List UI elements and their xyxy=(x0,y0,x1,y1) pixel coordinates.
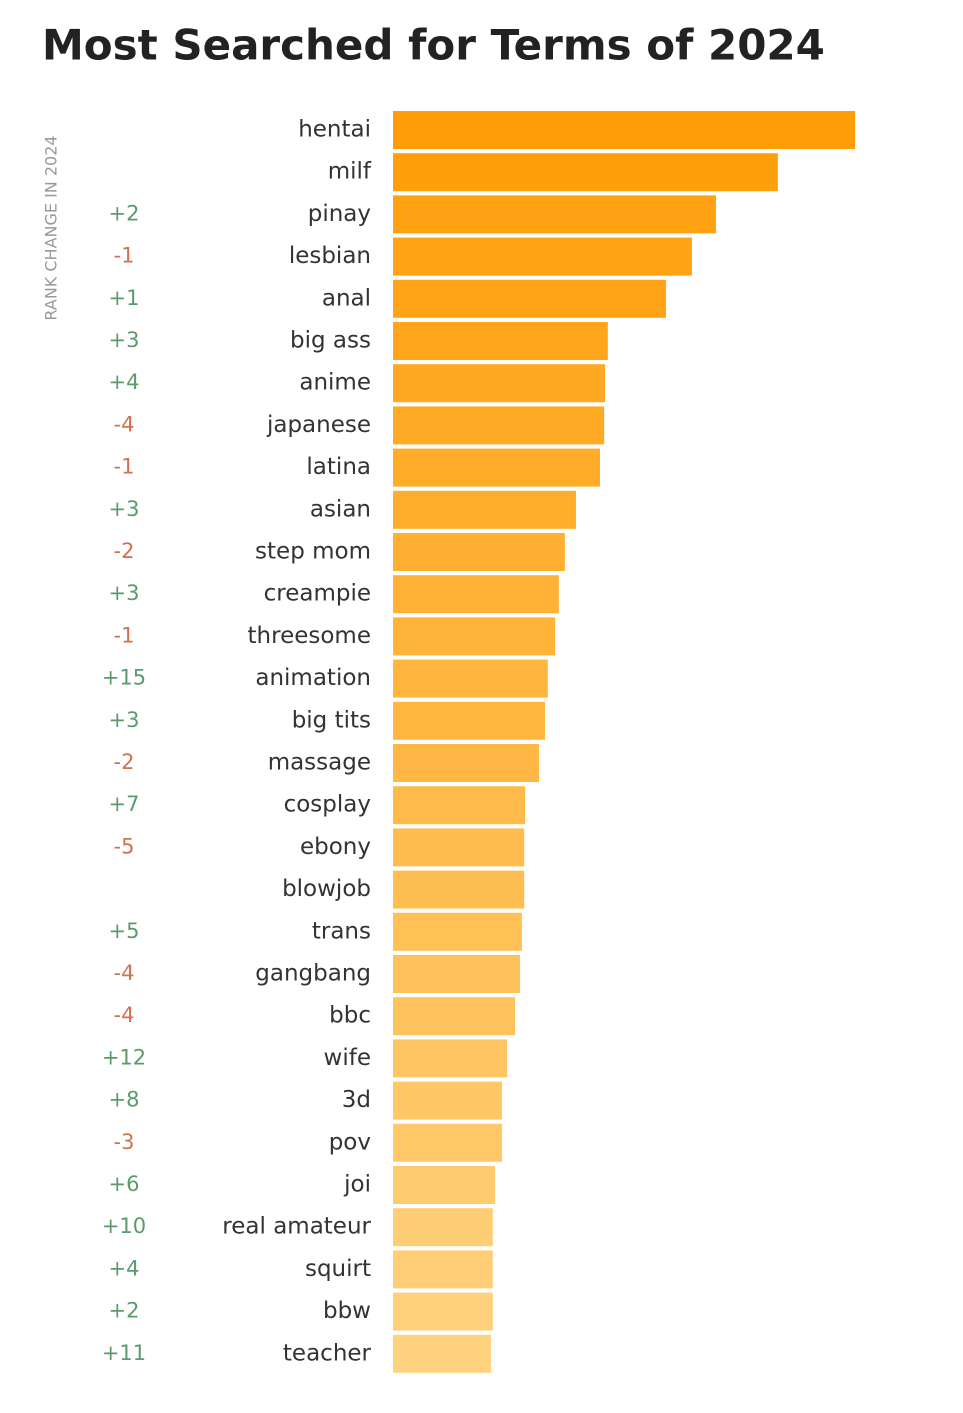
rank-change: +7 xyxy=(109,792,140,816)
category-label: asian xyxy=(310,496,371,522)
category-label: trans xyxy=(312,918,371,944)
category-label: cosplay xyxy=(284,792,371,818)
rank-change: +2 xyxy=(109,201,140,225)
bar xyxy=(393,1250,493,1289)
rank-change: -1 xyxy=(114,244,135,268)
rank-change: +2 xyxy=(109,1299,140,1323)
chart-title: Most Searched for Terms of 2024 xyxy=(42,21,825,70)
category-label: gangbang xyxy=(255,961,371,987)
category-label: big tits xyxy=(292,707,371,733)
rank-change: -4 xyxy=(114,961,135,985)
category-label: blowjob xyxy=(282,876,371,902)
bar xyxy=(393,870,525,909)
bar xyxy=(393,195,716,234)
bar xyxy=(393,322,608,360)
category-label: wife xyxy=(324,1045,371,1071)
bar xyxy=(393,617,556,656)
bar xyxy=(393,1039,508,1078)
category-label: real amateur xyxy=(222,1214,371,1240)
rank-change: +3 xyxy=(109,497,140,521)
category-label: bbw xyxy=(323,1298,371,1324)
rank-change: -1 xyxy=(114,455,135,479)
rank-change: -5 xyxy=(114,834,135,858)
rank-change: -2 xyxy=(114,539,135,563)
category-label: squirt xyxy=(305,1256,371,1282)
rank-change: -1 xyxy=(114,623,135,647)
category-label: japanese xyxy=(266,412,371,438)
bar xyxy=(393,1208,493,1247)
bar xyxy=(393,1334,491,1373)
bar xyxy=(393,1166,496,1204)
category-label: teacher xyxy=(283,1340,372,1366)
bar xyxy=(393,997,515,1036)
rank-change: -4 xyxy=(114,1003,135,1027)
bar xyxy=(393,490,576,529)
category-label: latina xyxy=(306,454,371,480)
category-label: pov xyxy=(329,1129,371,1155)
bar xyxy=(393,1292,493,1331)
rank-change: +11 xyxy=(102,1341,146,1365)
category-label: massage xyxy=(268,750,371,776)
category-label: hentai xyxy=(298,117,371,143)
rank-change: +8 xyxy=(109,1088,140,1112)
rank-change: +6 xyxy=(109,1172,140,1196)
bar xyxy=(393,955,521,993)
bar xyxy=(393,364,606,403)
category-label: step mom xyxy=(255,539,371,565)
rank-change: +12 xyxy=(102,1045,146,1069)
bar xyxy=(393,1081,503,1120)
rank-change: +1 xyxy=(109,286,140,310)
category-label: bbc xyxy=(329,1003,371,1029)
bar xyxy=(393,701,545,740)
bar xyxy=(393,153,778,192)
category-label: lesbian xyxy=(289,243,371,269)
rank-change-title: RANK CHANGE IN 2024 xyxy=(42,135,61,320)
rank-change: +3 xyxy=(109,708,140,732)
category-label: big ass xyxy=(290,328,371,354)
category-label: anal xyxy=(322,285,371,311)
rank-change: +4 xyxy=(109,1256,140,1280)
bar xyxy=(393,1123,503,1162)
rank-change: -3 xyxy=(114,1130,135,1154)
rank-change: -4 xyxy=(114,412,135,436)
category-label: anime xyxy=(299,370,371,396)
category-label: ebony xyxy=(300,834,371,860)
category-label: joi xyxy=(343,1172,371,1198)
bar xyxy=(393,828,525,867)
rank-change: +3 xyxy=(109,328,140,352)
category-label: animation xyxy=(255,665,371,691)
bar xyxy=(393,744,539,782)
rank-change: -2 xyxy=(114,750,135,774)
bar xyxy=(393,111,855,149)
category-label: creampie xyxy=(264,581,371,607)
category-label: pinay xyxy=(308,201,371,227)
category-label: threesome xyxy=(248,623,371,649)
bar xyxy=(393,237,692,276)
bar xyxy=(393,279,667,318)
bar xyxy=(393,659,548,698)
rank-change: +3 xyxy=(109,581,140,605)
bar xyxy=(393,448,600,487)
category-label: 3d xyxy=(342,1087,371,1113)
rank-change: +10 xyxy=(102,1214,146,1238)
bar xyxy=(393,406,605,445)
bar xyxy=(393,912,522,951)
rank-change: +4 xyxy=(109,370,140,394)
rank-change: +15 xyxy=(102,666,146,690)
category-label: milf xyxy=(328,159,372,185)
bar xyxy=(393,575,559,614)
bar xyxy=(393,533,565,571)
bar xyxy=(393,786,526,825)
rank-change: +5 xyxy=(109,919,140,943)
